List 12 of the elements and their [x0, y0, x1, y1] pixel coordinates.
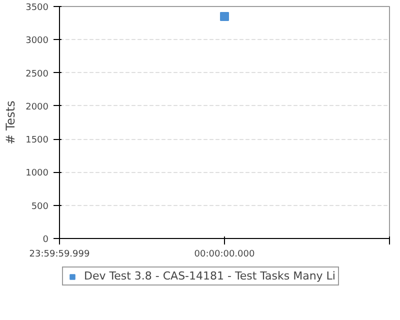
y-tick-label: 3000 — [26, 36, 49, 46]
y-tick-label: 0 — [42, 235, 49, 245]
y-tick-label: 3500 — [26, 3, 49, 13]
y-tick-label: 1000 — [26, 168, 49, 179]
y-tick-label: 2000 — [26, 102, 49, 112]
x-tick-label: 23:59:59.999 — [29, 250, 90, 260]
legend-label: Dev Test 3.8 - CAS-14181 - Test Tasks Many Li — [84, 270, 336, 282]
x-tick-label: 00:00:00.000 — [194, 250, 256, 260]
y-axis-title: # Tests — [4, 100, 18, 144]
y-tick-label: 1500 — [26, 136, 49, 146]
y-tick-label: 500 — [31, 202, 49, 212]
y-tick-label: 2500 — [26, 69, 49, 80]
